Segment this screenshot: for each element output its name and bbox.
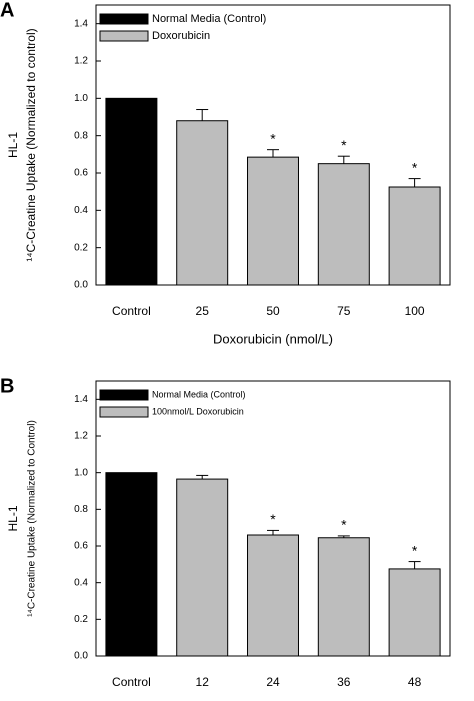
bar: [176, 478, 229, 657]
x-tick-label: 25: [196, 304, 210, 318]
significance-mark: *: [341, 517, 347, 533]
y-tick-label: 0.4: [74, 577, 88, 588]
x-axis-label: Doxorubicin (nmol/L): [213, 331, 333, 346]
bar: [247, 156, 299, 286]
y-tick-label: 0.8: [74, 504, 88, 515]
legend-swatch: [99, 30, 149, 42]
bar: [388, 186, 441, 286]
significance-mark: *: [341, 137, 347, 153]
bar: [105, 472, 158, 657]
significance-mark: *: [270, 130, 276, 146]
significance-mark: *: [412, 159, 418, 175]
x-tick-label: 36: [337, 675, 351, 689]
panel-letter: B: [0, 375, 14, 397]
y-tick-label: 1.2: [74, 431, 88, 442]
y-tick-label: 0.6: [74, 168, 88, 179]
y-axis-label: ¹⁴C-Creatine Uptake (Normalized to contr…: [24, 28, 38, 261]
legend-swatch: [99, 389, 149, 401]
cell-line-label: HL-1: [6, 132, 20, 158]
y-tick-label: 1.4: [74, 18, 88, 29]
cell-line-label: HL-1: [6, 505, 20, 531]
legend-label: Doxorubicin: [152, 30, 210, 42]
x-tick-label: 100: [405, 304, 425, 318]
bar: [105, 97, 158, 286]
significance-mark: *: [412, 542, 418, 558]
x-tick-label: 48: [408, 675, 422, 689]
bar: [317, 537, 370, 657]
y-tick-label: 0.4: [74, 205, 88, 216]
legend-label: Normal Media (Control): [152, 389, 246, 399]
y-tick-label: 0.0: [74, 280, 88, 291]
legend-label: 100nmol/L Doxorubicin: [152, 406, 244, 416]
y-tick-label: 0.2: [74, 614, 88, 625]
y-tick-label: 1.0: [74, 93, 88, 104]
legend-swatch: [99, 13, 149, 25]
x-tick-label: 12: [196, 675, 210, 689]
y-tick-label: 1.4: [74, 394, 88, 405]
significance-mark: *: [270, 511, 276, 527]
panel-letter: A: [0, 0, 14, 21]
legend-swatch: [99, 406, 149, 418]
legend-label: Normal Media (Control): [152, 13, 266, 25]
bar: [247, 534, 299, 657]
x-tick-label: 75: [337, 304, 351, 318]
x-tick-label: 50: [266, 304, 280, 318]
y-axis-label: ¹⁴C-Creatine Uptake (Normalized to Contr…: [27, 420, 38, 617]
y-tick-label: 0.2: [74, 242, 88, 253]
x-tick-label: 24: [266, 675, 280, 689]
y-tick-label: 0.0: [74, 651, 88, 662]
bar: [388, 568, 441, 657]
x-tick-label: Control: [112, 304, 151, 318]
y-tick-label: 0.8: [74, 130, 88, 141]
y-tick-label: 1.0: [74, 467, 88, 478]
y-tick-label: 0.6: [74, 541, 88, 552]
bar: [176, 120, 229, 286]
bar: [317, 163, 370, 286]
y-tick-label: 1.2: [74, 56, 88, 67]
x-tick-label: Control: [112, 675, 151, 689]
